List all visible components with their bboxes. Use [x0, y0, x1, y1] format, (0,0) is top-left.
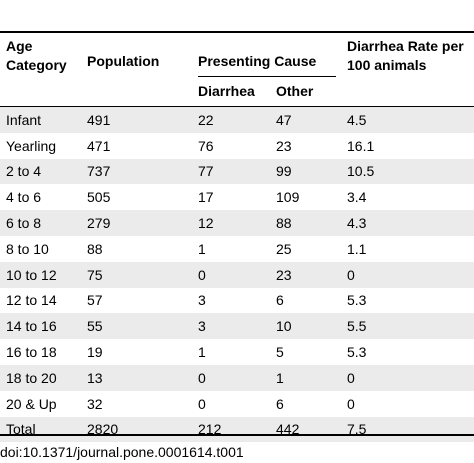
cell-other: 23 [276, 137, 292, 154]
table-row: 6 to 8 279 12 88 4.3 [0, 210, 474, 236]
top-band [0, 0, 474, 12]
cell-population: 19 [87, 344, 103, 361]
table-row: 4 to 6 505 17 109 3.4 [0, 184, 474, 210]
cell-other: 442 [276, 416, 347, 443]
cell-population: 2820 [87, 416, 198, 443]
cell-age: Total [0, 416, 87, 443]
cell-other: 6 [276, 292, 284, 309]
table-row: 8 to 10 88 1 25 1.1 [0, 236, 474, 262]
cell-other: 99 [276, 158, 347, 185]
cell-diarrhea: 212 [198, 416, 276, 443]
cell-other: 109 [276, 189, 300, 206]
cell-age: 18 to 20 [0, 364, 87, 391]
cell-diarrhea: 17 [198, 189, 214, 206]
cell-age: Yearling [6, 137, 57, 154]
cell-age: 10 to 12 [0, 261, 87, 288]
cell-diarrhea: 0 [198, 395, 206, 412]
doi-caption: doi:10.1371/journal.pone.0001614.t001 [0, 444, 244, 460]
presenting-cause-rule [198, 76, 336, 77]
cell-other: 10 [276, 313, 347, 340]
cell-other: 6 [276, 395, 284, 412]
cell-diarrhea: 0 [198, 364, 276, 391]
cell-other: 5 [276, 344, 284, 361]
cell-age: 14 to 16 [0, 313, 87, 340]
cell-diarrhea: 3 [198, 292, 206, 309]
table-row: 20 & Up 32 0 6 0 [0, 391, 474, 417]
cell-diarrhea: 1 [198, 240, 206, 257]
cell-population: 505 [87, 189, 111, 206]
cell-diarrhea: 3 [198, 313, 276, 340]
cell-diarrhea: 0 [198, 261, 276, 288]
table-row: 18 to 20 13 0 1 0 [0, 364, 474, 391]
table-row: 2 to 4 737 77 99 10.5 [0, 158, 474, 185]
cell-age: 16 to 18 [6, 344, 57, 361]
cell-diarrhea: 1 [198, 344, 206, 361]
table-row: Yearling 471 76 23 16.1 [0, 133, 474, 159]
cell-diarrhea: 12 [198, 210, 276, 236]
cell-diarrhea: 77 [198, 158, 276, 185]
cell-rate: 5.5 [347, 313, 474, 340]
cell-age: Infant [0, 107, 87, 133]
cell-population: 32 [87, 395, 103, 412]
cell-population: 471 [87, 137, 111, 154]
cell-other: 88 [276, 210, 347, 236]
cell-other: 23 [276, 261, 347, 288]
table-bottom-rule [0, 434, 474, 436]
cell-population: 13 [87, 364, 198, 391]
cell-rate: 10.5 [347, 158, 474, 185]
cell-rate: 1.1 [347, 240, 367, 257]
cell-age: 4 to 6 [6, 189, 42, 206]
cell-other: 1 [276, 364, 347, 391]
table-row: Infant 491 22 47 4.5 [0, 107, 474, 133]
header-diarrhea-rate: Diarrhea Rate per 100 animals [347, 38, 464, 73]
cell-rate: 0 [347, 364, 474, 391]
data-table: Infant 491 22 47 4.5 Yearling 471 76 23 … [0, 107, 474, 443]
cell-rate: 3.4 [347, 189, 367, 206]
cell-rate: 4.5 [347, 107, 474, 133]
table-row: 14 to 16 55 3 10 5.5 [0, 313, 474, 340]
cell-population: 737 [87, 158, 198, 185]
table-header: Age Category Population Presenting Cause… [0, 33, 474, 107]
cell-diarrhea: 76 [198, 137, 214, 154]
cell-rate: 0 [347, 261, 474, 288]
header-diarrhea: Diarrhea [198, 83, 255, 99]
cell-rate: 7.5 [347, 416, 474, 443]
table-row: 12 to 14 57 3 6 5.3 [0, 288, 474, 314]
cell-diarrhea: 22 [198, 107, 276, 133]
cell-other: 47 [276, 107, 347, 133]
cell-age: 2 to 4 [0, 158, 87, 185]
cell-population: 75 [87, 261, 198, 288]
cell-other: 25 [276, 240, 292, 257]
header-presenting-cause: Presenting Cause [198, 53, 317, 69]
cell-rate: 4.3 [347, 210, 474, 236]
cell-population: 88 [87, 240, 103, 257]
cell-rate: 0 [347, 395, 355, 412]
cell-age: 12 to 14 [6, 292, 57, 309]
table-top-rule [0, 31, 474, 33]
cell-population: 55 [87, 313, 198, 340]
cell-population: 279 [87, 210, 198, 236]
cell-age: 20 & Up [6, 395, 57, 412]
table-row: 10 to 12 75 0 23 0 [0, 261, 474, 288]
cell-population: 491 [87, 107, 198, 133]
cell-rate: 16.1 [347, 137, 375, 154]
header-age-category: Age Category [6, 38, 67, 73]
cell-age: 8 to 10 [6, 240, 49, 257]
cell-rate: 5.3 [347, 292, 367, 309]
cell-population: 57 [87, 292, 103, 309]
table-row: 16 to 18 19 1 5 5.3 [0, 339, 474, 365]
header-bottom-rule [0, 106, 474, 107]
header-other: Other [276, 83, 314, 99]
cell-rate: 5.3 [347, 344, 367, 361]
header-population: Population [87, 53, 160, 69]
cell-age: 6 to 8 [0, 210, 87, 236]
table-row-total: Total 2820 212 442 7.5 [0, 416, 474, 443]
